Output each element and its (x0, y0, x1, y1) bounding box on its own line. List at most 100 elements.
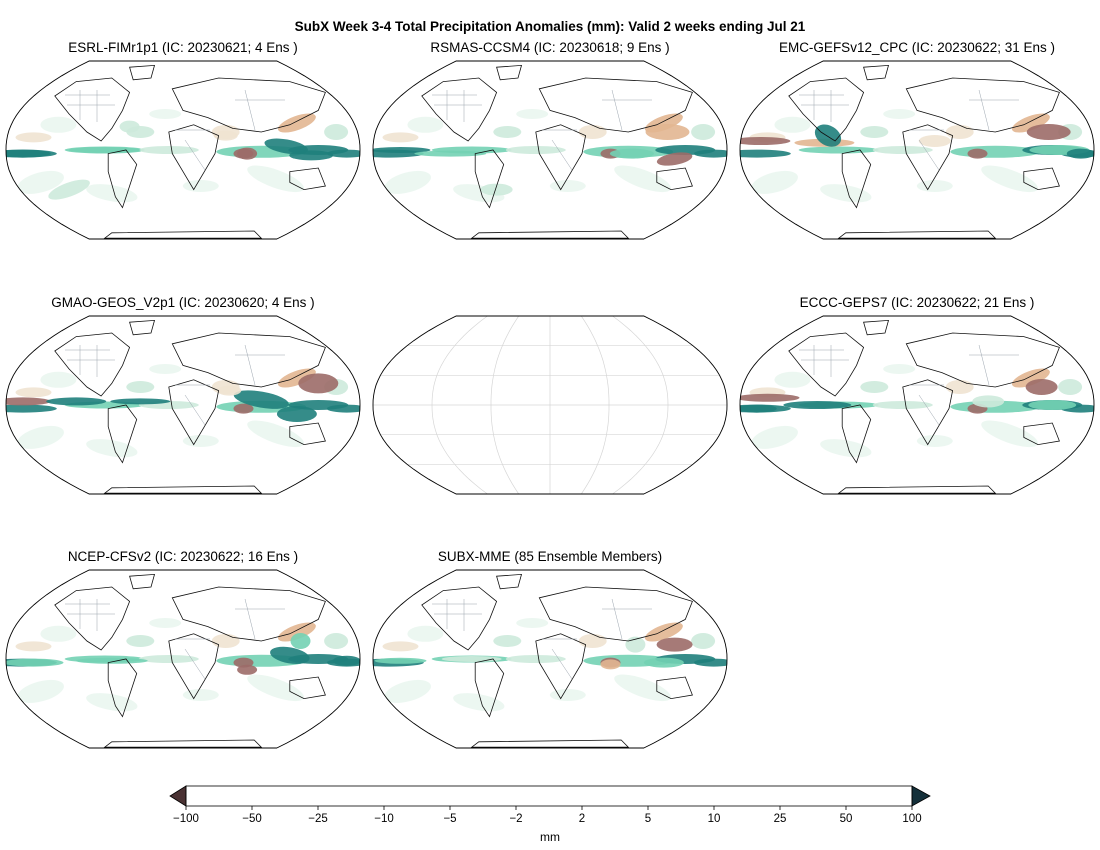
anomaly-region (751, 425, 798, 449)
colorbar-graphic: −100 −50 −25 −10 −5 −2 2 5 10 25 50 100 (169, 785, 931, 825)
colorbar-tick-label: −25 (308, 813, 328, 825)
coastline (107, 658, 138, 718)
anomaly-region (233, 390, 289, 409)
anomaly-region (656, 152, 693, 166)
anomaly-region (972, 395, 1005, 408)
anomaly-region (15, 387, 52, 398)
anomaly-region (644, 622, 683, 642)
robinson-map (739, 60, 1095, 240)
colorbar-tick-label: 50 (840, 813, 853, 825)
anomaly-region (656, 637, 693, 652)
borders (65, 89, 285, 171)
anomaly-region (614, 674, 671, 702)
anomaly-region (86, 439, 138, 458)
anomaly-region (407, 116, 444, 133)
anomaly-region (1026, 124, 1071, 140)
colorbar-tick-label: 2 (579, 813, 585, 825)
anomaly-region (40, 371, 77, 388)
colorbar-tick-label: −10 (374, 813, 394, 825)
anomaly-region (916, 435, 953, 447)
map-frame (5, 569, 361, 749)
anomaly-region (15, 641, 52, 652)
anomaly-region (119, 120, 140, 133)
anomaly-region (126, 635, 155, 647)
coastline (496, 64, 523, 81)
map-panel-emc: EMC-GEFSv12_CPC (IC: 20230622; 31 Ens ) (739, 40, 1095, 245)
anomaly-region (373, 147, 431, 153)
coastline (535, 633, 587, 700)
anomaly-region (247, 165, 304, 193)
coastline (289, 422, 326, 446)
anomaly-region (326, 149, 360, 158)
colorbar-under-arrow (169, 785, 187, 807)
map-panel-gmao: GMAO-GEOS_V2p1 (IC: 20230620; 4 Ens ) (5, 295, 361, 500)
coastline (1023, 422, 1060, 446)
anomaly-region (453, 693, 505, 712)
anomaly-region (740, 137, 791, 145)
borders (799, 344, 1019, 426)
anomaly-region (493, 126, 522, 138)
anomaly-region (814, 124, 842, 147)
anomaly-region (382, 132, 419, 143)
anomaly-region (6, 397, 51, 406)
graticule-line (431, 316, 488, 494)
coastline (107, 404, 138, 464)
anomaly-region (68, 147, 141, 153)
anomaly-region (182, 180, 219, 192)
anomaly-region (1028, 400, 1077, 410)
colorbar-frame (185, 785, 913, 807)
robinson-map-empty (372, 315, 728, 495)
colorbar-tick-label: 25 (774, 813, 787, 825)
anomaly-region (751, 170, 798, 194)
colorbar-tick-label: 5 (645, 813, 651, 825)
anomaly-region (290, 633, 311, 649)
coastline (168, 379, 220, 446)
panel-title: SUBX-MME (85 Ensemble Members) (437, 549, 663, 564)
graticule-line (490, 316, 519, 494)
coastline (421, 77, 498, 142)
anomaly-region (740, 393, 800, 402)
anomaly-region (182, 435, 219, 447)
coastline (54, 332, 131, 397)
borders (432, 598, 652, 680)
panel-title: ESRL-FIMr1p1 (IC: 20230621; 4 Ens ) (68, 40, 298, 55)
anomaly-region (298, 373, 339, 394)
anomaly-region (578, 634, 607, 648)
anomaly-region (46, 397, 107, 406)
coastline (289, 167, 326, 191)
anomaly-region (324, 124, 349, 140)
anomaly-region (247, 674, 304, 702)
anomaly-region (693, 658, 727, 667)
anomaly-region (740, 149, 791, 158)
anomaly-region (6, 149, 51, 158)
coastline (474, 658, 505, 718)
anomaly-region (138, 146, 199, 154)
coastline (107, 149, 138, 209)
map-panel-mme: SUBX-MME (85 Ensemble Members) (372, 549, 728, 754)
anomaly-region (774, 371, 811, 388)
anomaly-region (578, 125, 607, 139)
coastline (1023, 167, 1060, 191)
graticule-line (581, 316, 610, 494)
anomaly-region (883, 364, 916, 374)
anomaly-region (149, 618, 182, 628)
anomaly-region (40, 116, 77, 133)
coastline (168, 633, 220, 700)
coastline (538, 586, 693, 642)
anomaly-region (211, 634, 240, 648)
anomaly-region (270, 646, 310, 665)
anomaly-region (414, 150, 487, 157)
map-frame (372, 569, 728, 749)
anomaly-region (1011, 368, 1050, 388)
panel-title: NCEP-CFSv2 (IC: 20230622; 16 Ens ) (67, 549, 299, 564)
panel-title: ECCC-GEPS7 (IC: 20230622; 21 Ens ) (799, 295, 1035, 310)
anomaly-region (1025, 379, 1058, 395)
anomaly-region (774, 116, 811, 133)
anomaly-region (1011, 113, 1050, 133)
anomaly-region (783, 401, 852, 409)
anomaly-region (17, 679, 64, 703)
colorbar-tick-label: 10 (708, 813, 721, 825)
coastline (841, 404, 872, 464)
anomaly-region (600, 659, 621, 670)
anomaly-region (138, 655, 199, 663)
